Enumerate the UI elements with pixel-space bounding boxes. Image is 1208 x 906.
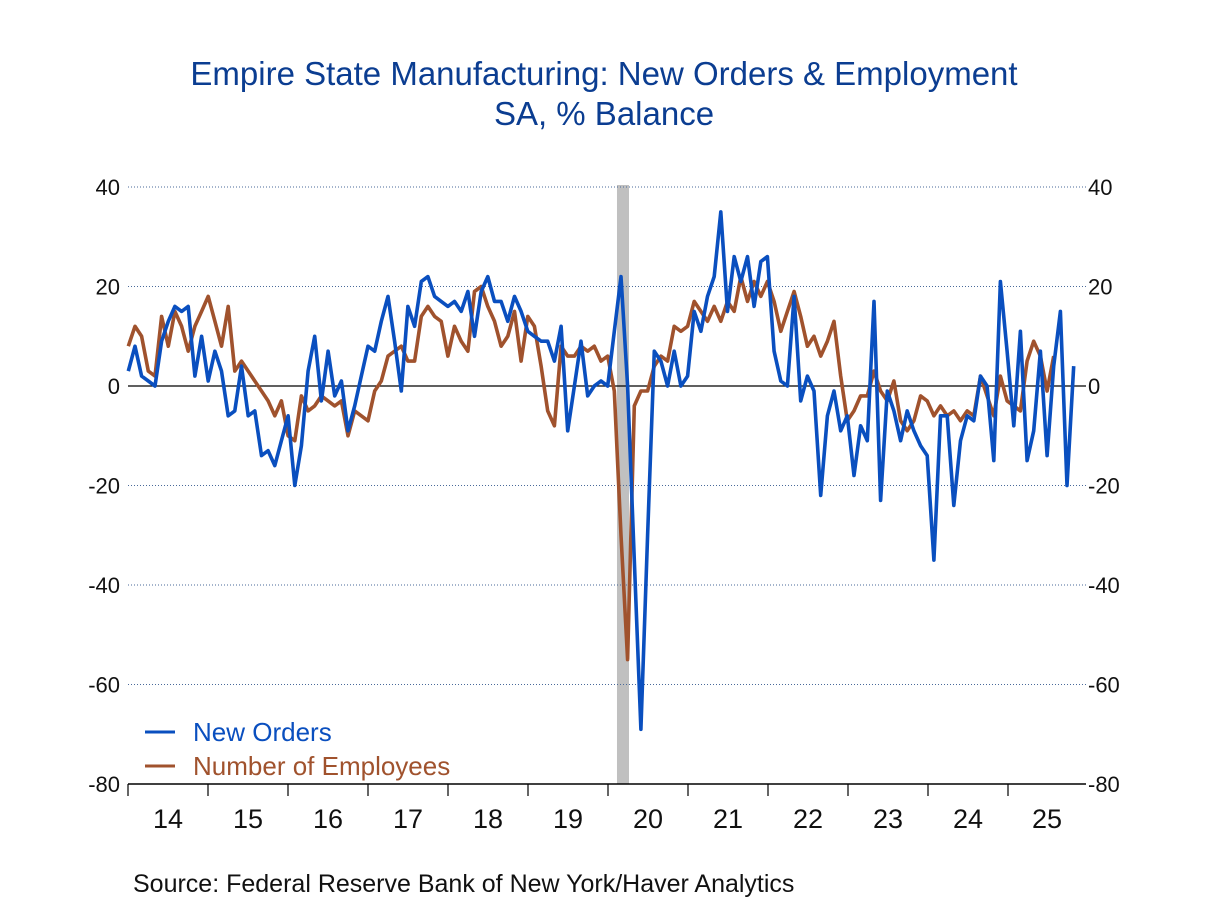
- y-tick-label-right: -60: [1088, 673, 1120, 698]
- grid-lines: [128, 186, 1086, 685]
- x-tick-label: 17: [393, 804, 423, 834]
- y-tick-label-left: -40: [88, 573, 120, 598]
- x-tick-label: 15: [233, 804, 263, 834]
- y-tick-label-right: -80: [1088, 772, 1120, 797]
- y-axis-left-labels: 40 20 0 -20 -40 -60 -80: [88, 175, 120, 797]
- y-axis-right-labels: 40 20 0 -20 -40 -60 -80: [1088, 175, 1120, 797]
- x-tick-label: 22: [793, 804, 823, 834]
- y-tick-label-left: 0: [108, 374, 120, 399]
- y-tick-label-right: -40: [1088, 573, 1120, 598]
- x-tick-label: 14: [153, 804, 183, 834]
- y-tick-label-right: 20: [1088, 275, 1112, 300]
- y-tick-label-left: 40: [96, 175, 120, 200]
- x-tick-label: 21: [713, 804, 743, 834]
- x-tick-label: 19: [553, 804, 583, 834]
- y-tick-label-right: 0: [1088, 374, 1100, 399]
- series-lines: [126, 210, 1076, 732]
- y-tick-label-left: -80: [88, 772, 120, 797]
- x-tick-label: 23: [873, 804, 903, 834]
- y-tick-label-right: 40: [1088, 175, 1112, 200]
- source-note: Source: Federal Reserve Bank of New York…: [133, 870, 795, 898]
- legend: New Orders Number of Employees: [145, 717, 450, 781]
- y-tick-label-left: -60: [88, 673, 120, 698]
- chart-subtitle: SA, % Balance: [493, 95, 715, 132]
- chart-title: Empire State Manufacturing: New Orders &…: [190, 55, 1018, 92]
- y-tick-label-left: -20: [88, 474, 120, 499]
- x-tick-label: 24: [953, 804, 983, 834]
- x-tick-label: 16: [313, 804, 343, 834]
- legend-label: Number of Employees: [193, 751, 450, 781]
- y-tick-label-left: 20: [96, 275, 120, 300]
- x-tick-label: 18: [473, 804, 503, 834]
- y-tick-label-right: -20: [1088, 474, 1120, 499]
- legend-label: New Orders: [193, 717, 332, 747]
- x-tick-label: 25: [1032, 804, 1062, 834]
- series-line-number-of-employees: [126, 274, 1056, 662]
- x-tick-label: 20: [633, 804, 663, 834]
- x-axis-labels: 14 15 16 17 18 19 20 21 22 23 24 25: [153, 804, 1062, 834]
- series-line-new-orders: [126, 210, 1076, 732]
